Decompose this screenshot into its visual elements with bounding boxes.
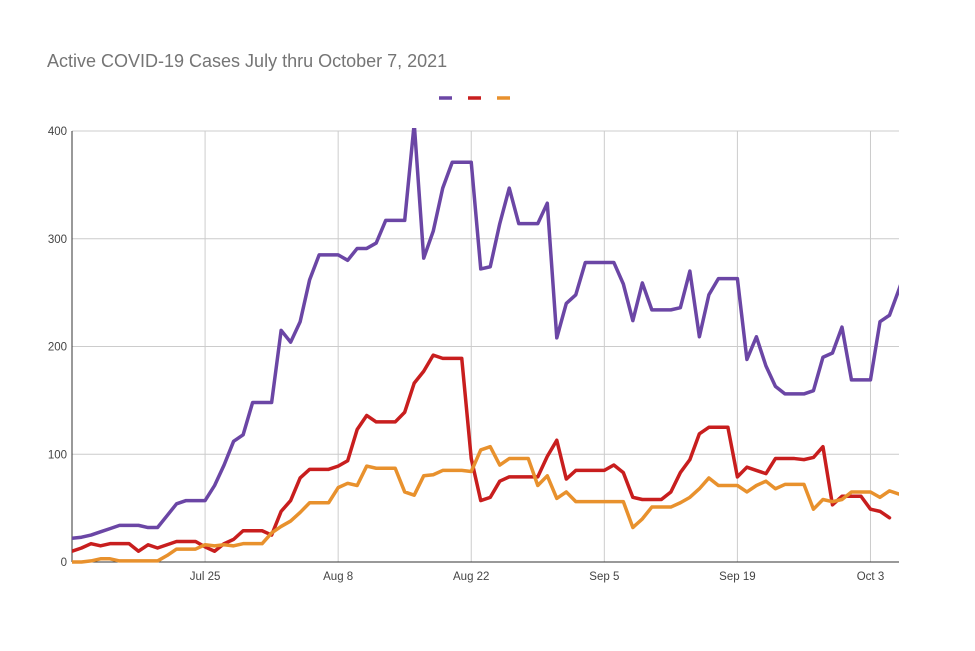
gridlines — [72, 130, 899, 562]
axes — [71, 131, 899, 563]
chart-title: Active COVID-19 Cases July thru October … — [47, 51, 448, 71]
y-tick-label: 400 — [48, 126, 67, 138]
x-tick-label: Aug 8 — [323, 571, 353, 583]
x-tick-label: Sep 5 — [589, 571, 619, 583]
y-tick-label: 0 — [61, 557, 67, 569]
series-lines — [72, 128, 899, 564]
x-tick-label: Oct 3 — [857, 571, 884, 583]
x-tick-label: Aug 22 — [453, 571, 489, 583]
y-tick-label: 300 — [48, 234, 67, 246]
x-tick-label: Jul 25 — [190, 571, 221, 583]
x-tick-label: Sep 19 — [719, 571, 755, 583]
series-line — [72, 444, 899, 564]
tick-labels: 0 100 200 300 400 Jul 25 Aug 8 Aug 22 Sep 5 Sep 1… — [48, 126, 884, 583]
series-line — [72, 353, 892, 553]
series-line — [72, 128, 899, 541]
y-tick-label: 100 — [48, 449, 67, 461]
y-tick-label: 200 — [48, 342, 67, 354]
